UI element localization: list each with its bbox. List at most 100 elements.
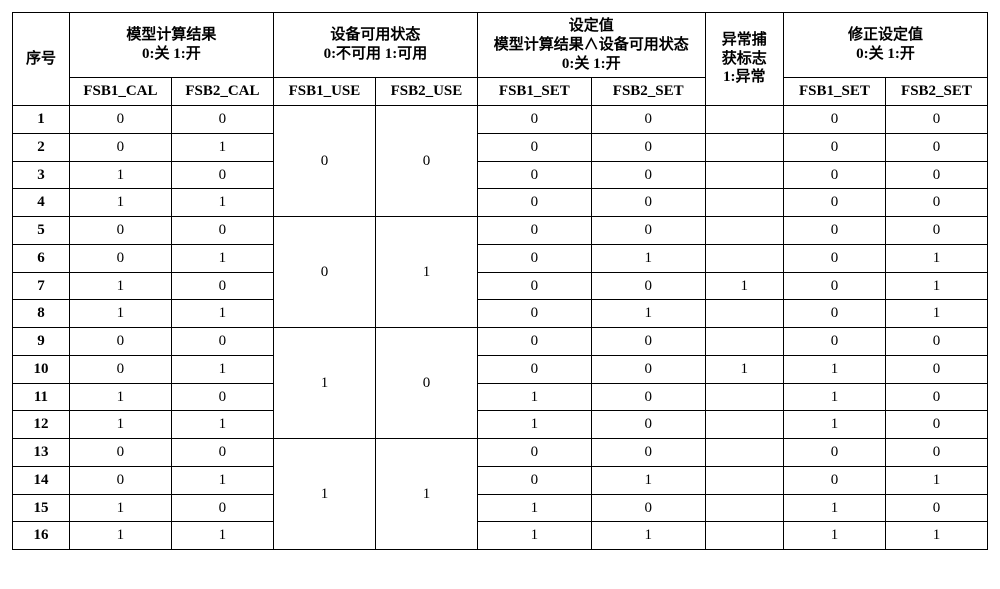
cell-set1: 0 [477, 133, 591, 161]
cell-set1: 0 [477, 272, 591, 300]
table-row: 9 0 0 1 0 0 0 0 0 [13, 328, 988, 356]
cell-cal1: 0 [69, 439, 171, 467]
cell-flag: 1 [705, 355, 783, 383]
cell-fix1: 0 [783, 272, 885, 300]
cell-flag [705, 383, 783, 411]
cell-fix1: 0 [783, 161, 885, 189]
table-row: 8 1 1 0 1 0 1 [13, 300, 988, 328]
table-row: 16 1 1 1 1 1 1 [13, 522, 988, 550]
cell-cal2: 1 [171, 244, 273, 272]
table-row: 1 0 0 0 0 0 0 0 0 [13, 106, 988, 134]
cell-cal2: 1 [171, 522, 273, 550]
header-group-cal: 模型计算结果 0:关 1:开 [69, 13, 273, 78]
table-row: 2 0 1 0 0 0 0 [13, 133, 988, 161]
cell-fix2: 0 [885, 383, 987, 411]
cell-cal1: 1 [69, 161, 171, 189]
cell-cal1: 0 [69, 328, 171, 356]
cell-fix2: 0 [885, 328, 987, 356]
cell-set1: 0 [477, 106, 591, 134]
cell-fix2: 0 [885, 494, 987, 522]
cell-set1: 1 [477, 522, 591, 550]
cell-cal1: 0 [69, 106, 171, 134]
table-row: 4 1 1 0 0 0 0 [13, 189, 988, 217]
cell-fix1: 0 [783, 106, 885, 134]
cell-seq: 13 [13, 439, 70, 467]
header-group-set: 设定值 模型计算结果∧设备可用状态 0:关 1:开 [477, 13, 705, 78]
cell-cal1: 0 [69, 355, 171, 383]
cell-seq: 2 [13, 133, 70, 161]
cell-use2: 1 [375, 439, 477, 550]
cell-use1: 0 [273, 106, 375, 217]
cell-set2: 0 [591, 439, 705, 467]
cell-cal2: 0 [171, 161, 273, 189]
cell-set2: 0 [591, 106, 705, 134]
cell-seq: 12 [13, 411, 70, 439]
cell-flag [705, 439, 783, 467]
cell-use1: 0 [273, 217, 375, 328]
cell-cal1: 1 [69, 300, 171, 328]
table-header: 序号 模型计算结果 0:关 1:开 设备可用状态 0:不可用 1:可用 设定值 … [13, 13, 988, 106]
table-row: 5 0 0 0 1 0 0 0 0 [13, 217, 988, 245]
cell-fix2: 0 [885, 355, 987, 383]
cell-cal1: 1 [69, 189, 171, 217]
cell-flag: 1 [705, 272, 783, 300]
cell-fix2: 0 [885, 106, 987, 134]
cell-seq: 15 [13, 494, 70, 522]
cell-cal2: 0 [171, 217, 273, 245]
cell-flag [705, 133, 783, 161]
table-row: 6 0 1 0 1 0 1 [13, 244, 988, 272]
cell-seq: 6 [13, 244, 70, 272]
cell-cal2: 0 [171, 106, 273, 134]
cell-set1: 1 [477, 411, 591, 439]
cell-set2: 1 [591, 522, 705, 550]
cell-cal1: 1 [69, 411, 171, 439]
cell-fix1: 1 [783, 494, 885, 522]
table-row: 14 0 1 0 1 0 1 [13, 466, 988, 494]
cell-set2: 0 [591, 133, 705, 161]
cell-cal1: 1 [69, 494, 171, 522]
cell-flag [705, 466, 783, 494]
cell-set1: 0 [477, 244, 591, 272]
cell-use1: 1 [273, 439, 375, 550]
header-sub-use1: FSB1_USE [273, 78, 375, 106]
cell-seq: 16 [13, 522, 70, 550]
table-row: 12 1 1 1 0 1 0 [13, 411, 988, 439]
table-row: 11 1 0 1 0 1 0 [13, 383, 988, 411]
cell-fix1: 0 [783, 244, 885, 272]
cell-flag [705, 217, 783, 245]
cell-fix1: 0 [783, 328, 885, 356]
cell-cal2: 0 [171, 494, 273, 522]
cell-fix2: 0 [885, 217, 987, 245]
header-sub-fix1: FSB1_SET [783, 78, 885, 106]
cell-cal2: 1 [171, 466, 273, 494]
cell-cal2: 0 [171, 328, 273, 356]
cell-seq: 4 [13, 189, 70, 217]
cell-cal2: 0 [171, 383, 273, 411]
cell-cal1: 1 [69, 383, 171, 411]
cell-set1: 0 [477, 466, 591, 494]
header-sub-set2: FSB2_SET [591, 78, 705, 106]
cell-fix2: 0 [885, 133, 987, 161]
cell-seq: 14 [13, 466, 70, 494]
cell-fix1: 0 [783, 217, 885, 245]
cell-use2: 0 [375, 106, 477, 217]
header-seq: 序号 [13, 13, 70, 106]
cell-cal1: 0 [69, 133, 171, 161]
header-flag: 异常捕 获标志 1:异常 [705, 13, 783, 106]
cell-set2: 1 [591, 466, 705, 494]
cell-flag [705, 411, 783, 439]
cell-fix2: 0 [885, 439, 987, 467]
table-row: 3 1 0 0 0 0 0 [13, 161, 988, 189]
cell-fix2: 1 [885, 272, 987, 300]
cell-fix1: 1 [783, 411, 885, 439]
truth-table: 序号 模型计算结果 0:关 1:开 设备可用状态 0:不可用 1:可用 设定值 … [12, 12, 988, 550]
cell-set2: 1 [591, 244, 705, 272]
cell-fix1: 0 [783, 300, 885, 328]
cell-set1: 0 [477, 355, 591, 383]
cell-fix2: 0 [885, 189, 987, 217]
cell-fix1: 1 [783, 383, 885, 411]
cell-set1: 1 [477, 494, 591, 522]
cell-set2: 0 [591, 217, 705, 245]
cell-use2: 0 [375, 328, 477, 439]
header-sub-cal2: FSB2_CAL [171, 78, 273, 106]
